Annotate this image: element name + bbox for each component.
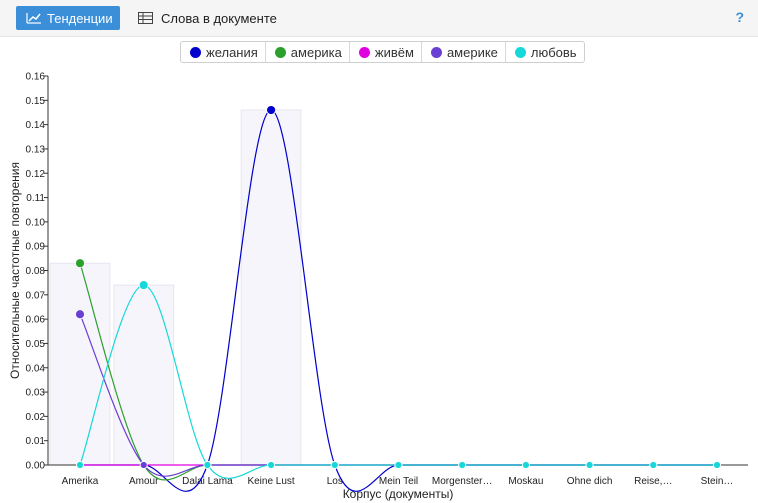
x-tick-label: Stein… bbox=[701, 476, 734, 487]
x-tick-label: Los bbox=[327, 476, 343, 487]
legend-label: любовь bbox=[530, 44, 577, 60]
data-point bbox=[267, 461, 276, 469]
legend-item[interactable]: желания bbox=[181, 42, 266, 62]
x-tick-label: Keine Lust bbox=[247, 476, 294, 487]
y-tick-label: 0.03 bbox=[26, 388, 46, 399]
x-tick-label: Reise,… bbox=[634, 476, 672, 487]
x-axis-label: Корпус (документы) bbox=[343, 487, 454, 501]
legend-item[interactable]: живём bbox=[350, 42, 422, 62]
data-point bbox=[139, 461, 148, 469]
data-point bbox=[203, 461, 212, 469]
y-tick-label: 0.07 bbox=[26, 290, 46, 301]
data-point bbox=[522, 461, 530, 469]
x-tick-label: Morgenster… bbox=[432, 476, 493, 487]
series-line bbox=[79, 284, 717, 479]
y-tick-label: 0.15 bbox=[26, 96, 46, 107]
y-tick-label: 0.08 bbox=[26, 266, 46, 277]
data-point bbox=[585, 461, 594, 469]
legend-item[interactable]: америке bbox=[422, 42, 506, 62]
legend-item[interactable]: америка bbox=[266, 42, 350, 62]
data-point bbox=[330, 461, 339, 469]
tab-trends-label: Тенденции bbox=[47, 10, 113, 26]
legend-label: америке bbox=[446, 44, 498, 60]
y-tick-label: 0.01 bbox=[26, 436, 46, 447]
data-point bbox=[649, 461, 658, 469]
data-point bbox=[75, 309, 85, 320]
data-point bbox=[138, 280, 149, 290]
y-tick-label: 0.02 bbox=[26, 412, 46, 423]
y-tick-label: 0.00 bbox=[26, 461, 46, 472]
series-line bbox=[79, 263, 717, 481]
series-line bbox=[80, 109, 717, 492]
x-tick-label: Amour bbox=[129, 476, 159, 487]
data-point bbox=[458, 461, 467, 469]
table-icon bbox=[138, 12, 153, 24]
y-tick-label: 0.16 bbox=[26, 72, 46, 83]
y-tick-label: 0.11 bbox=[26, 193, 45, 204]
bar bbox=[113, 284, 175, 466]
toolbar: Тенденции Слова в документе ? bbox=[0, 0, 758, 37]
bar bbox=[49, 262, 111, 466]
data-point bbox=[266, 105, 277, 115]
series-line bbox=[79, 314, 717, 477]
tab-words-in-document[interactable]: Слова в документе bbox=[138, 6, 277, 30]
chart-legend: желания америка живём америке любовь bbox=[180, 41, 585, 63]
y-tick-label: 0.06 bbox=[26, 315, 46, 326]
data-point bbox=[76, 461, 84, 469]
legend-label: америка bbox=[290, 44, 342, 60]
legend-item[interactable]: любовь bbox=[506, 42, 584, 62]
legend-label: живём bbox=[374, 44, 414, 60]
y-tick-label: 0.10 bbox=[26, 217, 46, 228]
y-tick-label: 0.05 bbox=[26, 339, 46, 350]
line-chart-icon bbox=[26, 13, 41, 24]
y-tick-label: 0.09 bbox=[26, 242, 46, 253]
data-point bbox=[713, 461, 721, 469]
x-tick-label: Dalai Lama bbox=[182, 476, 233, 487]
help-button[interactable]: ? bbox=[735, 9, 744, 25]
y-tick-label: 0.13 bbox=[26, 144, 46, 155]
legend-swatch bbox=[190, 46, 201, 58]
legend-swatch bbox=[514, 46, 526, 58]
legend-swatch bbox=[274, 46, 286, 58]
bar bbox=[240, 109, 302, 466]
tab-trends[interactable]: Тенденции bbox=[16, 6, 120, 30]
x-tick-label: Ohne dich bbox=[567, 476, 613, 487]
x-tick-label: Mein Teil bbox=[379, 476, 418, 487]
tab-words-label: Слова в документе bbox=[161, 10, 277, 26]
x-tick-label: Amerika bbox=[62, 476, 99, 487]
y-tick-label: 0.12 bbox=[26, 169, 46, 180]
x-tick-label: Moskau bbox=[508, 476, 543, 487]
legend-swatch bbox=[430, 46, 442, 58]
y-tick-label: 0.14 bbox=[26, 120, 46, 131]
y-axis-label: Относительные частотные повторения bbox=[8, 162, 22, 379]
y-tick-label: 0.04 bbox=[26, 363, 46, 374]
legend-swatch bbox=[358, 46, 370, 58]
legend-label: желания bbox=[206, 44, 258, 60]
data-point bbox=[75, 258, 85, 269]
data-point bbox=[394, 461, 403, 469]
